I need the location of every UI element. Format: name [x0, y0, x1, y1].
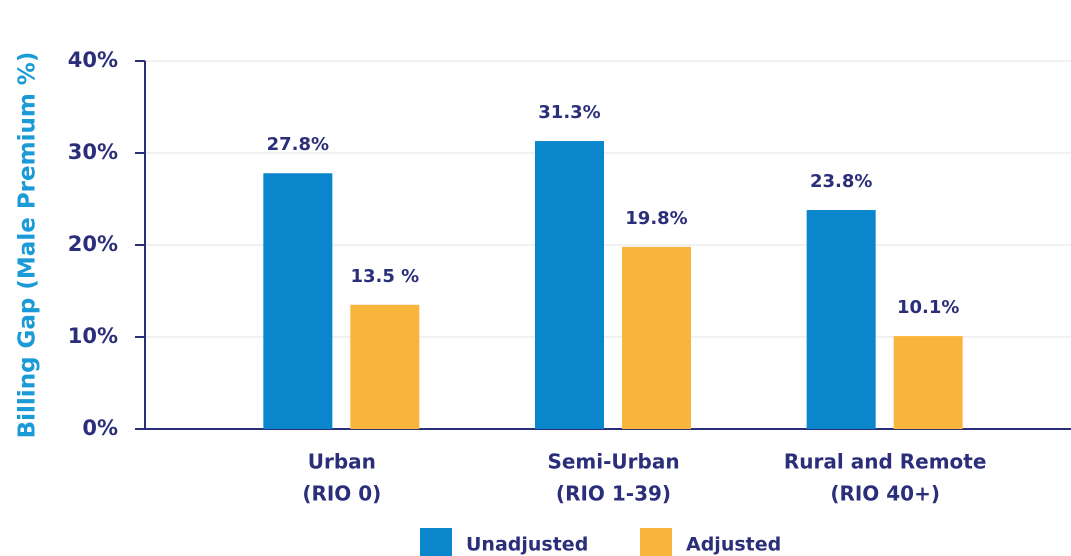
value-label: 10.1%	[897, 297, 959, 318]
x-tick-label: Urban	[308, 450, 376, 474]
y-tick-label: 30%	[68, 140, 118, 164]
bar	[806, 210, 876, 429]
value-label: 23.8%	[810, 171, 872, 192]
bar	[622, 246, 691, 429]
x-tick-label: (RIO 40+)	[830, 482, 940, 506]
bar	[535, 141, 604, 430]
legend-label: Unadjusted	[466, 534, 588, 556]
y-tick-label: 0%	[82, 416, 118, 440]
bar	[263, 173, 333, 429]
x-tick-label: Semi-Urban	[547, 450, 679, 474]
legend-swatch	[640, 528, 672, 556]
legend-label: Adjusted	[686, 534, 781, 556]
x-tick-label: Rural and Remote	[784, 450, 987, 474]
y-tick-label: 10%	[68, 324, 118, 348]
bar	[893, 336, 963, 429]
y-tick-label: 40%	[68, 48, 118, 72]
value-label: 13.5 %	[350, 266, 419, 287]
value-label: 27.8%	[267, 134, 329, 155]
legend-swatch	[420, 528, 452, 556]
bar	[350, 304, 420, 429]
x-tick-label: (RIO 0)	[302, 482, 381, 506]
x-tick-label: (RIO 1-39)	[556, 482, 671, 506]
y-tick-label: 20%	[68, 232, 118, 256]
value-label: 31.3%	[538, 102, 600, 123]
y-axis-label: Billing Gap (Male Premium %)	[15, 52, 41, 439]
value-label: 19.8%	[625, 208, 687, 229]
